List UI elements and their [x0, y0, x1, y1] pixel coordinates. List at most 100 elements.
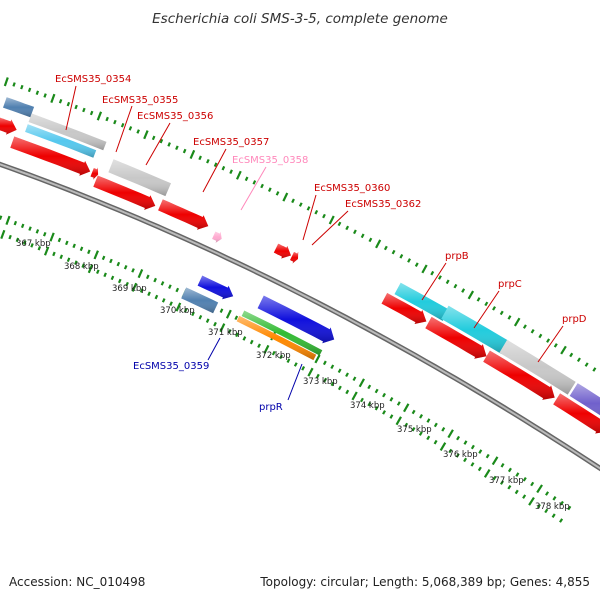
- minor-tick: [396, 401, 401, 406]
- major-tick: [447, 429, 454, 439]
- label-leaders: [65, 85, 564, 401]
- minor-tick: [234, 315, 239, 321]
- leader-line: [65, 85, 77, 131]
- minor-tick: [139, 288, 144, 293]
- gene-feature-ecsms35-0359-shade: [181, 287, 219, 314]
- leader-line: [207, 337, 221, 361]
- gene-label-ecsms35-0356[interactable]: EcSMS35_0356: [137, 111, 213, 122]
- gene-feature-prpc-red-shade: [425, 316, 487, 359]
- gene-label-prpd[interactable]: prpD: [562, 314, 587, 325]
- minor-tick: [461, 288, 466, 293]
- minor-tick: [103, 272, 107, 278]
- minor-tick: [538, 333, 543, 339]
- gene-feature-small-a-shade: [90, 167, 99, 180]
- minor-tick: [315, 373, 320, 379]
- gene-label-ecsms35-0357[interactable]: EcSMS35_0357: [193, 137, 269, 148]
- gene-label-prpr[interactable]: prpR: [259, 402, 283, 413]
- minor-tick: [8, 234, 12, 240]
- minor-tick: [418, 431, 423, 436]
- minor-tick: [407, 258, 411, 263]
- minor-tick: [477, 466, 482, 472]
- minor-tick: [345, 389, 350, 395]
- minor-tick: [109, 258, 113, 264]
- minor-tick: [87, 249, 91, 255]
- scale-label: 368 kbp: [64, 262, 99, 272]
- minor-tick: [383, 245, 388, 251]
- minor-tick: [484, 301, 489, 307]
- minor-tick: [485, 453, 490, 459]
- major-tick: [439, 442, 447, 452]
- minor-tick: [120, 122, 125, 128]
- minor-tick: [57, 237, 62, 243]
- minor-tick: [244, 176, 249, 182]
- minor-tick: [430, 270, 435, 276]
- minor-tick: [515, 472, 520, 477]
- minor-tick: [453, 283, 458, 289]
- gene-feature-ecsms35-0362-shade: [290, 251, 299, 264]
- minor-tick: [553, 343, 558, 348]
- gene-label-ecsms35-0355[interactable]: EcSMS35_0355: [102, 95, 178, 106]
- minor-tick: [151, 135, 156, 141]
- minor-tick: [12, 82, 16, 87]
- minor-tick: [382, 392, 386, 398]
- gene-feature-ecsms35-0358-shade: [212, 231, 222, 243]
- minor-tick: [411, 409, 416, 415]
- minor-tick: [160, 281, 165, 286]
- gene-label-ecsms35-0354[interactable]: EcSMS35_0354: [55, 74, 131, 85]
- leader-line: [115, 105, 133, 153]
- minor-tick: [30, 243, 34, 248]
- minor-tick: [145, 274, 150, 280]
- gene-label-ecsms35-0360[interactable]: EcSMS35_0360: [314, 183, 390, 194]
- gene-label-prpb[interactable]: prpB: [445, 251, 469, 262]
- gene-label-ecsms35-0358[interactable]: EcSMS35_0358: [232, 155, 308, 166]
- scale-label: 369 kbp: [112, 284, 147, 294]
- minor-tick: [82, 107, 86, 113]
- minor-tick: [411, 426, 416, 432]
- gene-feature-prpb-shade: [394, 282, 450, 321]
- minor-tick: [293, 362, 298, 367]
- major-tick: [225, 309, 232, 319]
- minor-tick: [389, 414, 394, 419]
- minor-tick: [72, 243, 76, 249]
- gene-label-prpc[interactable]: prpC: [498, 279, 522, 290]
- minor-tick: [279, 354, 283, 360]
- major-tick: [282, 192, 289, 202]
- gene-label-ecsms35-0362[interactable]: EcSMS35_0362: [345, 199, 421, 210]
- gene-feature-prpd-red-shade: [483, 350, 555, 400]
- major-tick: [189, 149, 196, 160]
- minor-tick: [345, 225, 350, 231]
- gene-feature-ecsms35-0360-shade: [273, 243, 291, 259]
- minor-tick: [455, 453, 460, 458]
- gene-features[interactable]: [0, 97, 600, 434]
- major-tick: [560, 345, 567, 355]
- minor-tick: [219, 308, 224, 313]
- minor-tick: [74, 104, 78, 110]
- gene-feature-prpd-shade: [499, 339, 576, 395]
- leader-line: [202, 148, 227, 193]
- minor-tick: [360, 233, 365, 239]
- minor-tick: [367, 384, 372, 390]
- gene-feature-ecsms35-0357-shade: [158, 199, 209, 230]
- major-tick: [536, 484, 543, 494]
- minor-tick: [66, 101, 71, 107]
- minor-tick: [584, 362, 589, 367]
- minor-tick: [345, 372, 349, 378]
- leader-line: [537, 325, 564, 363]
- minor-tick: [569, 352, 574, 358]
- genome-backbone: [0, 161, 600, 472]
- minor-tick: [257, 343, 261, 349]
- minor-tick: [530, 481, 535, 487]
- minor-tick: [374, 388, 379, 394]
- gene-label-ecsms35-0359[interactable]: EcSMS35_0359: [133, 361, 209, 372]
- scale-label: 373 kbp: [303, 377, 338, 387]
- minor-tick: [414, 262, 419, 267]
- minor-tick: [43, 93, 47, 98]
- leader-line: [287, 363, 303, 401]
- minor-tick: [27, 87, 32, 93]
- scale-label: 370 kbp: [160, 306, 195, 316]
- minor-tick: [522, 324, 527, 329]
- leader-line: [421, 262, 447, 301]
- minor-tick: [153, 277, 157, 283]
- minor-tick: [35, 90, 40, 95]
- minor-tick: [314, 209, 319, 215]
